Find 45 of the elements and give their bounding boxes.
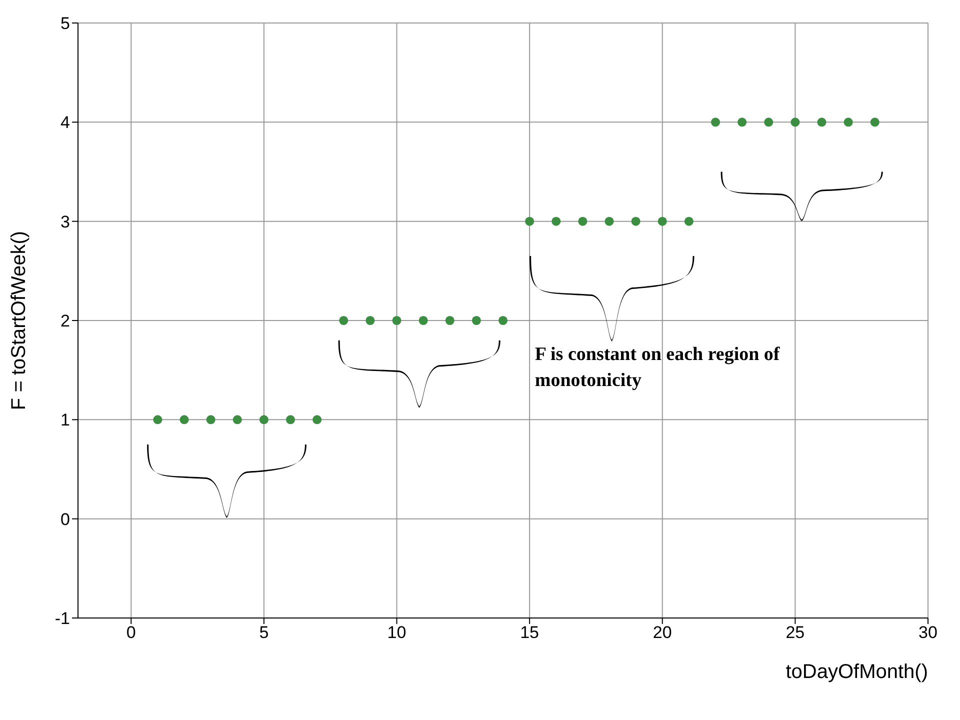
point	[525, 216, 534, 226]
point	[445, 316, 454, 326]
x-tick-label: 5	[259, 623, 269, 642]
annotation: F is constant on each region of monotonicity	[534, 343, 781, 394]
y-axis-title: F = toStartOfWeek()	[8, 230, 30, 410]
point	[790, 118, 800, 127]
x-tick-label: 30	[918, 623, 938, 642]
y-tick-label: 2	[60, 312, 70, 331]
point	[259, 415, 268, 424]
point	[472, 316, 481, 326]
point	[710, 118, 720, 127]
y-tick-label: 1	[60, 410, 70, 430]
x-tick-label: 10	[387, 623, 406, 642]
point	[817, 118, 826, 127]
x-tick-label: 20	[652, 623, 672, 642]
point	[418, 316, 428, 326]
point	[631, 216, 640, 226]
point	[232, 415, 242, 424]
x-tick-label: 15	[520, 623, 540, 642]
point	[366, 316, 375, 326]
point	[764, 118, 774, 127]
x-tick-label: 0	[126, 623, 136, 642]
point	[498, 316, 508, 326]
y-tick-label: -1	[54, 609, 70, 628]
point	[870, 118, 880, 127]
point	[286, 415, 296, 424]
x-tick-label: 25	[786, 623, 805, 642]
point	[578, 216, 588, 226]
point	[180, 415, 189, 424]
point	[738, 118, 747, 127]
point	[658, 216, 667, 226]
point	[206, 415, 216, 424]
point	[844, 118, 853, 127]
x-axis-title: toDayOfMonth()	[786, 661, 928, 683]
y-tick-label: 3	[60, 212, 70, 232]
point	[604, 216, 614, 226]
point	[153, 415, 162, 424]
point	[339, 316, 348, 326]
point	[392, 316, 402, 326]
y-tick-label: 0	[60, 510, 70, 529]
point	[684, 216, 694, 226]
y-tick-label: 5	[60, 14, 70, 34]
point	[552, 216, 561, 226]
y-tick-label: 4	[60, 113, 70, 132]
point	[312, 415, 322, 424]
